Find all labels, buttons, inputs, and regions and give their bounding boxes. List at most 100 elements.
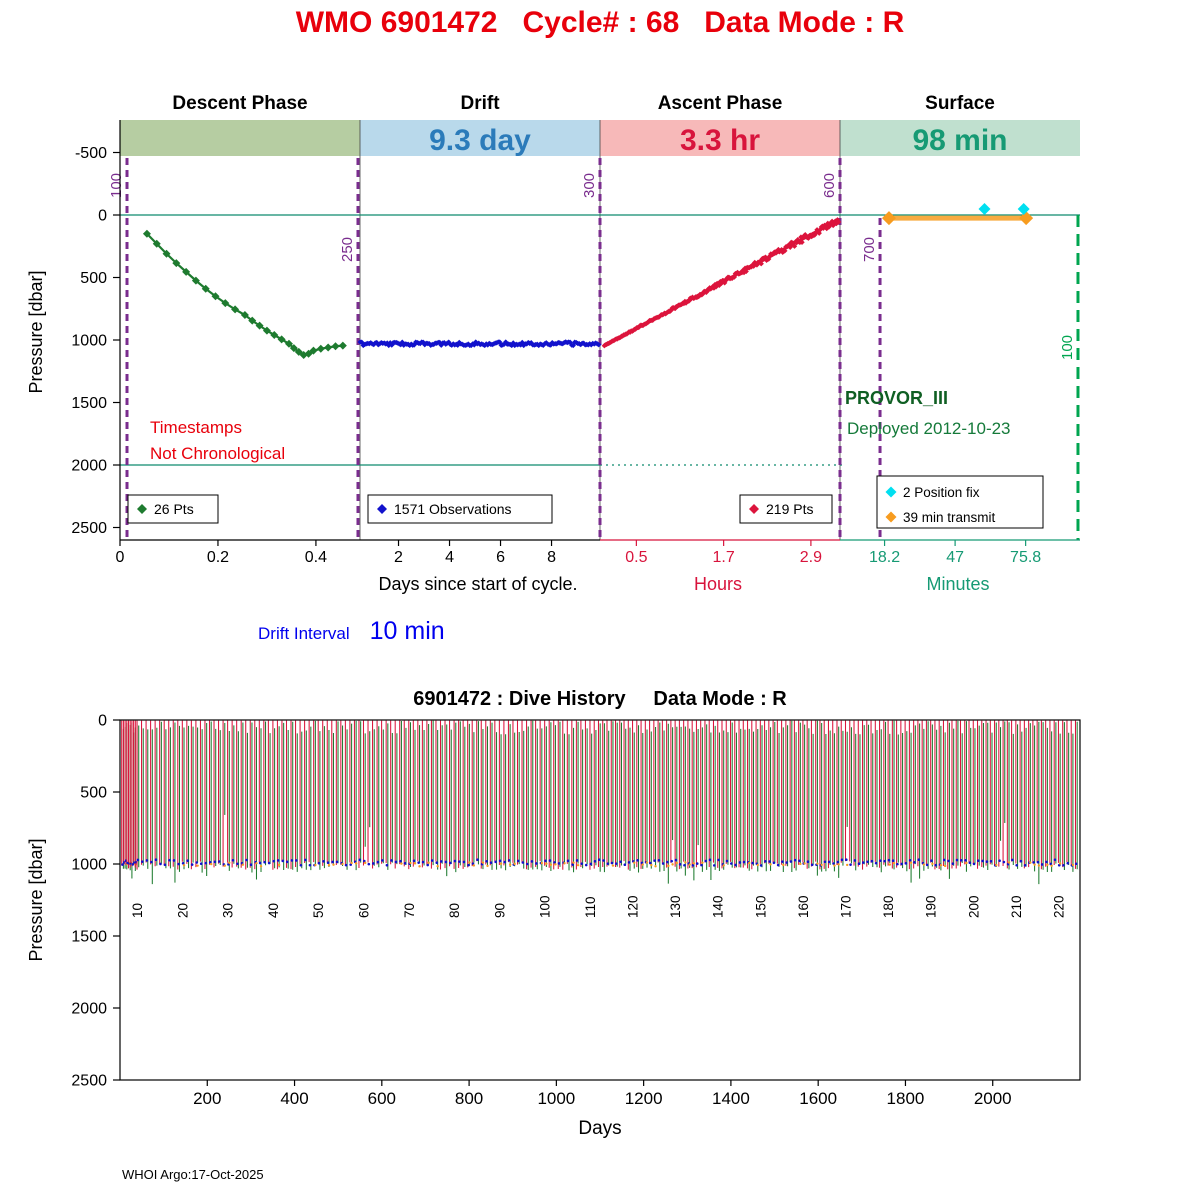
svg-text:60: 60	[356, 903, 371, 918]
svg-text:1200: 1200	[625, 1089, 663, 1108]
svg-text:100: 100	[1059, 335, 1076, 360]
svg-text:160: 160	[796, 895, 811, 918]
ascent-duration-band-label: 3.3 hr	[680, 124, 760, 157]
dive-history-title: 6901472 : Dive History Data Mode : R	[413, 688, 787, 710]
svg-text:90: 90	[492, 903, 507, 918]
page-title: WMO 6901472 Cycle# : 68 Data Mode : R	[295, 6, 905, 39]
svg-text:2000: 2000	[71, 458, 107, 475]
svg-text:1000: 1000	[537, 1089, 575, 1108]
legend-descent: 26 Pts	[127, 494, 219, 524]
svg-text:2000: 2000	[71, 1001, 107, 1018]
svg-text:100: 100	[108, 173, 125, 198]
svg-text:110: 110	[583, 896, 598, 918]
svg-text:0.5: 0.5	[625, 549, 647, 566]
svg-text:1500: 1500	[71, 929, 107, 946]
svg-text:170: 170	[838, 895, 853, 918]
blue-diamond-icon	[377, 504, 387, 514]
legend-drift-box	[367, 494, 553, 524]
surface-series	[881, 203, 1034, 226]
bottom-x-axis-label: Days	[578, 1118, 621, 1139]
svg-text:500: 500	[80, 270, 107, 287]
drift-series	[357, 339, 602, 349]
top-x-axis-label-minutes: Minutes	[926, 574, 989, 594]
bottom-y-axis-label: Pressure [dbar]	[26, 838, 46, 961]
svg-text:80: 80	[447, 903, 462, 918]
svg-text:140: 140	[711, 895, 726, 918]
svg-text:200: 200	[193, 1089, 221, 1108]
svg-text:2500: 2500	[71, 520, 107, 537]
drift-duration-band-label: 9.3 day	[429, 124, 531, 157]
svg-text:600: 600	[821, 173, 838, 198]
descent-series	[142, 229, 347, 359]
drift-interval-label: Drift Interval	[258, 624, 350, 643]
svg-text:1800: 1800	[887, 1089, 925, 1108]
top-chart-axes: -500 0 500 1000 1500 2000 2500 0 0.2 0.4 2 4 6 8 0.5 1.…	[71, 120, 1080, 566]
svg-text:70: 70	[402, 903, 417, 918]
svg-text:150: 150	[753, 895, 768, 918]
legend-drift: 1571 Observations	[367, 494, 553, 524]
svg-text:1600: 1600	[799, 1089, 837, 1108]
svg-text:40: 40	[266, 903, 281, 918]
svg-text:400: 400	[280, 1089, 308, 1108]
deployed-date-label: Deployed 2012-10-23	[847, 419, 1011, 438]
phase-header-ascent: Ascent Phase	[658, 93, 783, 114]
svg-text:2500: 2500	[71, 1073, 107, 1090]
legend-transmit-label: 39 min transmit	[903, 510, 996, 525]
bottom-chart: 10 20 30 40 50 60 70 80 90 100 110 120 130 140 150 160 1…	[71, 713, 1081, 1108]
svg-text:0.4: 0.4	[305, 549, 327, 566]
svg-text:50: 50	[311, 903, 326, 918]
drift-interval-readout: Drift Interval 10 min	[258, 617, 445, 646]
svg-text:2.9: 2.9	[800, 549, 822, 566]
dive-history-axes: 200 400 600 800 1000 1200 1400 1600 1800 2000 0 500…	[71, 713, 1081, 1108]
surface-duration-band-label: 98 min	[912, 124, 1007, 157]
svg-text:1000: 1000	[71, 857, 107, 874]
legend-drift-label: 1571 Observations	[394, 501, 512, 517]
orange-diamond-icon	[885, 511, 897, 523]
svg-text:-500: -500	[75, 145, 107, 162]
svg-text:2000: 2000	[974, 1089, 1012, 1108]
svg-text:1500: 1500	[71, 395, 107, 412]
cyan-diamond-icon	[885, 486, 897, 498]
svg-text:600: 600	[368, 1089, 396, 1108]
svg-text:47: 47	[946, 549, 964, 566]
svg-text:75.8: 75.8	[1010, 549, 1041, 566]
svg-text:130: 130	[668, 895, 683, 918]
float-type-label: PROVOR_III	[845, 388, 948, 408]
svg-text:2: 2	[394, 549, 403, 566]
svg-text:30: 30	[221, 903, 236, 918]
svg-text:190: 190	[924, 895, 939, 918]
ascent-series	[601, 217, 842, 349]
svg-text:0: 0	[98, 713, 107, 730]
top-x-axis-label-days: Days since start of cycle.	[378, 574, 577, 594]
top-chart-series	[142, 203, 1034, 359]
svg-text:6: 6	[496, 549, 505, 566]
dive-history-cycles	[121, 720, 1078, 885]
svg-text:800: 800	[455, 1089, 483, 1108]
phase-header-surface: Surface	[925, 93, 995, 114]
legend-descent-label: 26 Pts	[154, 501, 194, 517]
svg-text:1400: 1400	[712, 1089, 750, 1108]
svg-text:500: 500	[80, 785, 107, 802]
svg-text:210: 210	[1009, 895, 1024, 918]
svg-text:180: 180	[881, 895, 896, 918]
red-diamond-icon	[749, 504, 759, 514]
svg-text:10: 10	[130, 903, 145, 918]
svg-text:100: 100	[538, 895, 553, 918]
svg-text:700: 700	[861, 237, 878, 262]
top-x-axis-label-hours: Hours	[694, 574, 742, 594]
svg-text:220: 220	[1051, 895, 1066, 918]
svg-text:20: 20	[175, 903, 190, 918]
svg-text:18.2: 18.2	[869, 549, 900, 566]
timestamps-warning-line1: Timestamps	[150, 418, 242, 437]
svg-text:0.2: 0.2	[207, 549, 229, 566]
phase-header-drift: Drift	[460, 93, 500, 114]
svg-text:4: 4	[445, 549, 454, 566]
drift-interval-value: 10 min	[369, 617, 445, 645]
green-diamond-icon	[137, 504, 147, 514]
svg-text:8: 8	[547, 549, 556, 566]
footer-credit: WHOI Argo:17-Oct-2025	[122, 1167, 264, 1182]
svg-text:0: 0	[98, 208, 107, 225]
svg-text:300: 300	[581, 173, 598, 198]
svg-text:250: 250	[339, 237, 356, 262]
